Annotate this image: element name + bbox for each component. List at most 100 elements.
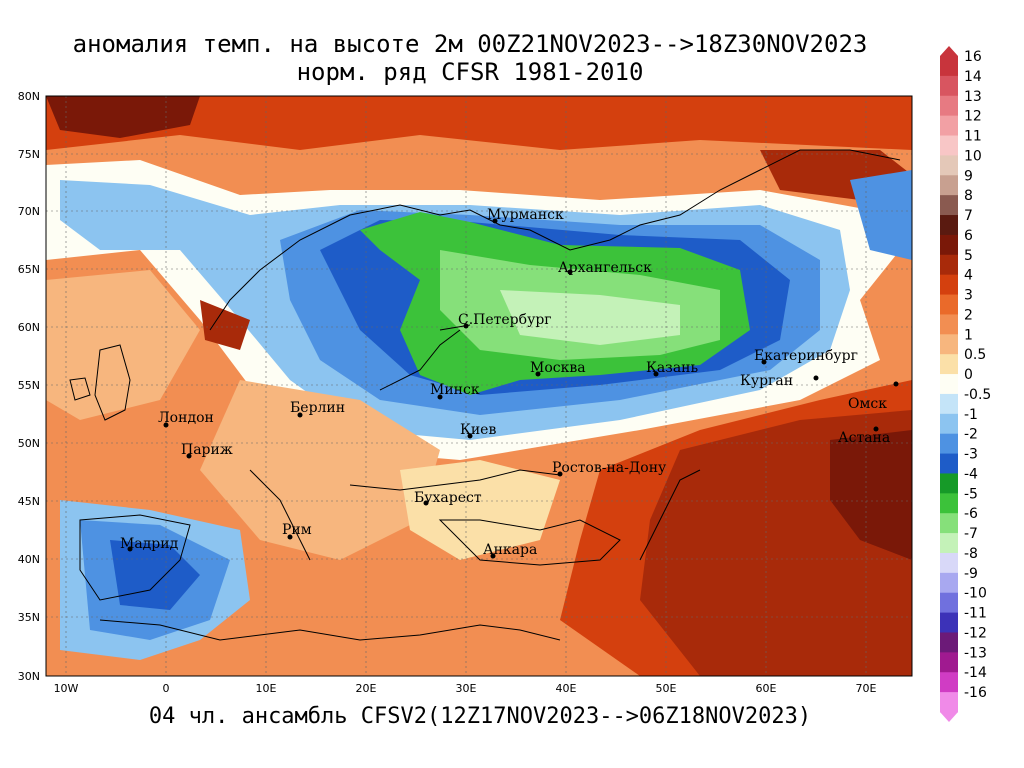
colorbar-swatch bbox=[940, 592, 958, 614]
colorbar-swatch bbox=[940, 75, 958, 97]
colorbar-swatch bbox=[940, 234, 958, 256]
lat-label: 80N bbox=[18, 90, 40, 103]
colorbar-swatch bbox=[940, 155, 958, 176]
colorbar-label: 16 bbox=[964, 49, 982, 65]
city-marker bbox=[535, 371, 541, 377]
lat-label: 45N bbox=[18, 495, 40, 508]
colorbar-swatch bbox=[940, 433, 958, 455]
colorbar-label: 7 bbox=[964, 208, 973, 224]
colorbar-swatch bbox=[940, 334, 958, 355]
lat-label: 35N bbox=[18, 611, 40, 624]
city-label: Рим bbox=[282, 522, 312, 538]
colorbar-label: -10 bbox=[964, 586, 987, 602]
city-markers: Мурманск Архангельск С.Петербург Москва … bbox=[120, 207, 899, 559]
city-marker bbox=[490, 553, 496, 559]
colorbar-swatch bbox=[940, 473, 958, 494]
city-marker bbox=[761, 359, 767, 365]
colorbar-swatch bbox=[940, 314, 958, 335]
ensemble-footer: 04 чл. ансамбль CFSV2(12Z17NOV2023-->06Z… bbox=[148, 704, 812, 729]
city-label: Мурманск bbox=[487, 207, 564, 223]
city-marker bbox=[423, 500, 429, 506]
lat-label: 75N bbox=[18, 148, 40, 161]
colorbar-label: 6 bbox=[964, 228, 973, 244]
city-marker bbox=[467, 433, 473, 439]
lat-label: 70N bbox=[18, 205, 40, 218]
colorbar-label: 12 bbox=[964, 109, 982, 125]
colorbar-label: 3 bbox=[964, 288, 973, 304]
lon-label: 60E bbox=[756, 682, 777, 695]
colorbar-label: -2 bbox=[964, 427, 978, 443]
city-marker bbox=[127, 546, 133, 552]
colorbar-label: 1 bbox=[964, 327, 973, 343]
map-subtitle: норм. ряд CFSR 1981-2010 bbox=[296, 58, 644, 86]
colorbar-label: -7 bbox=[964, 526, 978, 542]
city-marker bbox=[186, 453, 192, 459]
colorbar-swatch bbox=[940, 513, 958, 534]
colorbar-swatch bbox=[940, 413, 958, 435]
colorbar-label: -1 bbox=[964, 407, 978, 423]
lat-label: 55N bbox=[18, 379, 40, 392]
colorbar-label: -3 bbox=[964, 447, 978, 463]
city-label: Москва bbox=[530, 360, 586, 376]
city-label: Бухарест bbox=[414, 490, 482, 506]
colorbar-swatch bbox=[940, 632, 958, 653]
colorbar-swatch bbox=[940, 175, 958, 196]
city-label: Берлин bbox=[290, 400, 345, 416]
city-marker bbox=[492, 218, 498, 224]
city-label: Екатеринбург bbox=[754, 348, 858, 364]
colorbar-swatch bbox=[940, 374, 958, 395]
latitude-axis: 80N 75N 70N 65N 60N 55N 50N 45N 40N 35N … bbox=[18, 90, 40, 683]
city-label: Киев bbox=[460, 422, 496, 438]
lon-label: 0 bbox=[163, 682, 170, 695]
lat-label: 30N bbox=[18, 670, 40, 683]
city-label: С.Петербург bbox=[458, 312, 552, 328]
colorbar-swatch bbox=[940, 572, 958, 594]
map-frame bbox=[45, 95, 913, 677]
lon-label: 20E bbox=[356, 682, 377, 695]
city-marker bbox=[567, 269, 573, 275]
city-label: Астана bbox=[838, 430, 890, 446]
colorbar-label: -6 bbox=[964, 506, 978, 522]
colorbar-swatch bbox=[940, 56, 958, 77]
city-label: Омск bbox=[848, 396, 887, 412]
city-marker bbox=[437, 394, 443, 400]
city-marker bbox=[163, 422, 169, 428]
map-grid bbox=[46, 96, 912, 676]
colorbar-label: 0 bbox=[964, 367, 973, 383]
colorbar-swatch bbox=[940, 652, 958, 673]
city-label: Лондон bbox=[158, 410, 214, 426]
colorbar-label: -4 bbox=[964, 466, 978, 482]
colorbar-label: 0.5 bbox=[964, 347, 986, 363]
city-label: Париж bbox=[181, 442, 233, 458]
map-title: аномалия темп. на высоте 2м 00Z21NOV2023… bbox=[72, 30, 868, 58]
lon-label: 10E bbox=[256, 682, 277, 695]
city-label: Мадрид bbox=[120, 536, 179, 552]
lat-label: 40N bbox=[18, 553, 40, 566]
city-marker bbox=[813, 375, 819, 381]
colorbar-label: 8 bbox=[964, 188, 973, 204]
city-label: Архангельск bbox=[558, 260, 652, 276]
colorbar-label: -9 bbox=[964, 566, 978, 582]
coastlines bbox=[69, 149, 901, 641]
colorbar-swatch bbox=[940, 135, 958, 156]
colorbar-swatch bbox=[940, 393, 958, 415]
colorbar-swatch bbox=[940, 453, 958, 474]
colorbar-label: 14 bbox=[964, 69, 982, 85]
colorbar-label: 5 bbox=[964, 248, 973, 264]
longitude-axis: 10W 0 10E 20E 30E 40E 50E 60E 70E bbox=[54, 682, 877, 695]
colorbar-label: -13 bbox=[964, 645, 987, 661]
colorbar-swatch bbox=[940, 294, 958, 315]
city-marker bbox=[653, 371, 659, 377]
colorbar-swatch bbox=[940, 672, 958, 693]
colorbar-swatch bbox=[940, 95, 958, 117]
city-marker bbox=[873, 426, 879, 432]
colorbar-swatch bbox=[940, 115, 958, 137]
colorbar-label: -5 bbox=[964, 486, 978, 502]
colorbar-label: 4 bbox=[964, 268, 973, 284]
city-label: Казань bbox=[646, 360, 698, 376]
colorbar-label: -12 bbox=[964, 625, 987, 641]
lon-label: 70E bbox=[856, 682, 877, 695]
anomaly-field bbox=[46, 96, 912, 676]
colorbar-label: 9 bbox=[964, 168, 973, 184]
